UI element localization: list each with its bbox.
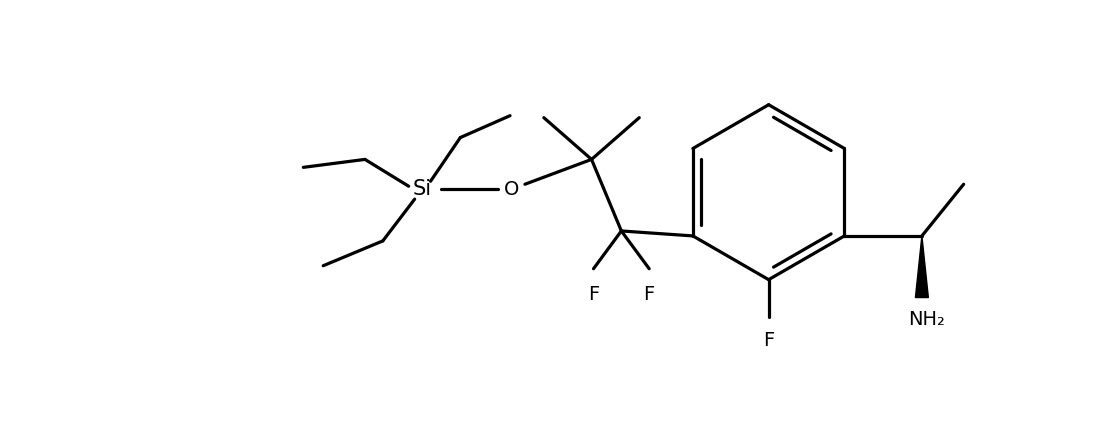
Text: O: O xyxy=(505,180,520,199)
Polygon shape xyxy=(916,236,928,298)
Text: F: F xyxy=(587,285,599,304)
Text: NH₂: NH₂ xyxy=(908,311,946,329)
Text: Si: Si xyxy=(413,179,432,199)
Text: F: F xyxy=(644,285,655,304)
Text: F: F xyxy=(763,331,775,350)
